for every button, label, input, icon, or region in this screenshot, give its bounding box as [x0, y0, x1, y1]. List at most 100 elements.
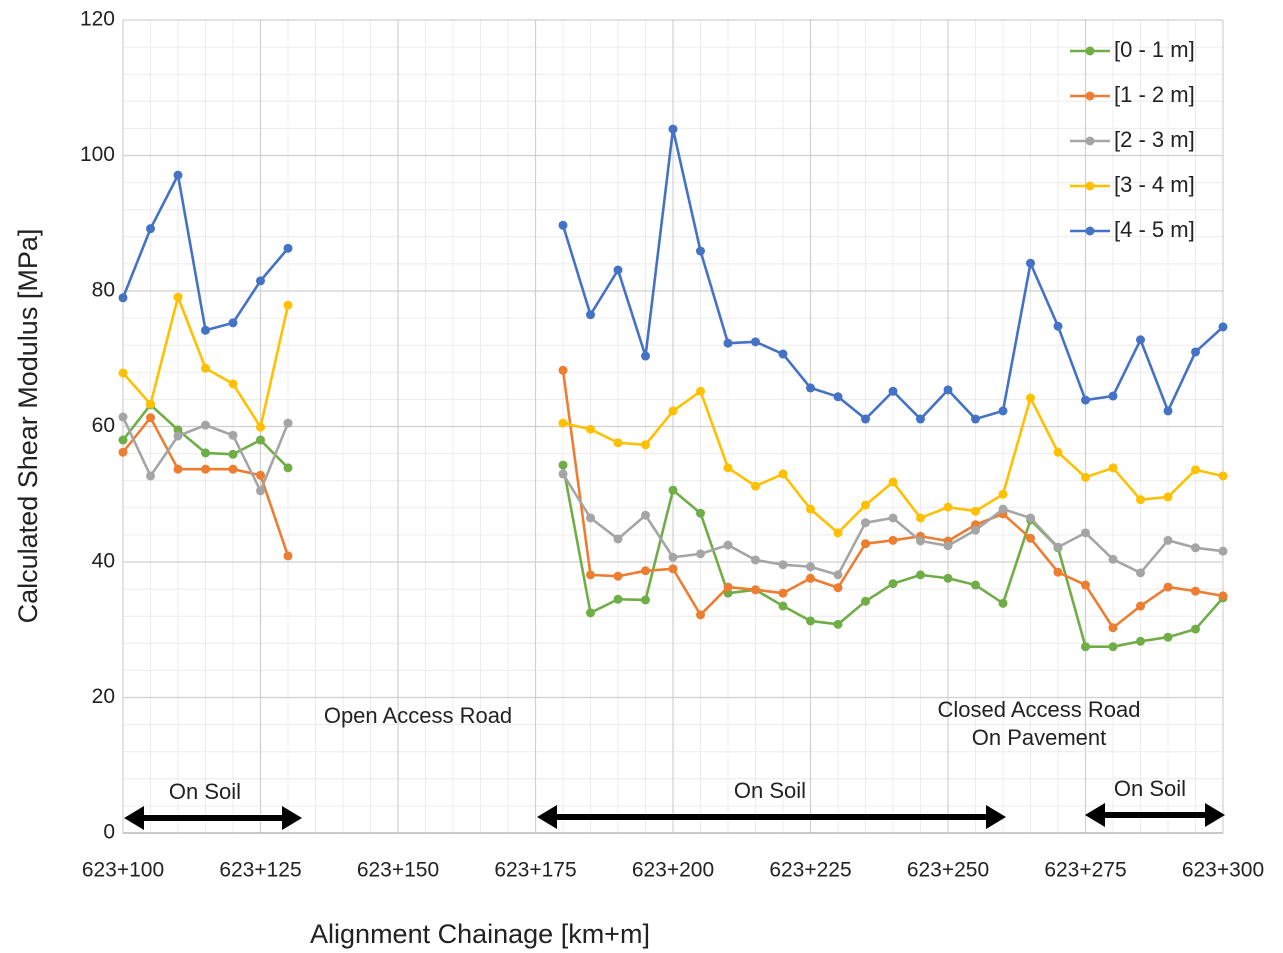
data-point	[778, 588, 788, 598]
data-point	[1136, 601, 1145, 611]
data-point	[1053, 321, 1063, 331]
data-point	[173, 170, 183, 180]
data-point	[173, 292, 183, 302]
y-axis-title: Calculated Shear Modulus [MPa]	[13, 229, 43, 624]
data-point	[586, 570, 595, 580]
data-point	[256, 470, 265, 480]
arrow-head	[282, 806, 302, 830]
data-point	[668, 406, 678, 416]
data-point	[1053, 447, 1063, 457]
data-point	[971, 525, 980, 535]
data-point	[1108, 642, 1118, 652]
data-point	[201, 448, 210, 458]
data-point	[696, 549, 705, 559]
data-point	[641, 595, 650, 605]
data-point	[1081, 642, 1090, 652]
data-point	[916, 570, 925, 580]
data-point	[1026, 533, 1035, 543]
data-point	[943, 502, 953, 512]
legend-label: [1 - 2 m]	[1114, 82, 1195, 107]
x-tick-label: 623+100	[82, 859, 164, 882]
x-tick-label: 623+225	[769, 859, 851, 882]
x-tick-label: 623+300	[1182, 859, 1264, 882]
data-point	[668, 564, 678, 574]
data-point	[833, 570, 843, 580]
data-point	[558, 220, 568, 230]
data-point	[283, 300, 293, 310]
legend-marker	[1085, 181, 1095, 191]
data-point	[1191, 586, 1200, 596]
data-point	[201, 464, 210, 474]
legend-label: [3 - 4 m]	[1114, 172, 1195, 197]
data-point	[1218, 546, 1228, 556]
data-point	[998, 504, 1008, 514]
data-point	[613, 594, 623, 604]
data-point	[118, 293, 128, 303]
data-point	[888, 386, 898, 396]
data-point	[1163, 535, 1173, 545]
data-point	[861, 518, 870, 528]
annotation: On Soil	[734, 778, 806, 803]
data-point	[696, 246, 705, 256]
data-point	[283, 551, 293, 561]
data-point	[558, 418, 568, 428]
data-point	[641, 510, 650, 520]
annotation: On Soil	[169, 779, 241, 804]
data-point	[1081, 472, 1090, 482]
data-point	[861, 500, 870, 510]
data-point	[723, 582, 733, 592]
data-point	[201, 363, 210, 373]
data-point	[558, 469, 568, 479]
data-point	[888, 477, 898, 487]
data-point	[833, 392, 843, 402]
data-point	[751, 337, 760, 347]
data-point	[283, 463, 293, 473]
data-point	[806, 504, 815, 514]
data-point	[1108, 554, 1118, 564]
data-point	[1053, 567, 1063, 577]
annotation: Open Access Road	[324, 703, 512, 728]
data-point	[1218, 591, 1228, 601]
data-point	[586, 424, 595, 434]
data-point	[668, 552, 678, 562]
legend-label: [2 - 3 m]	[1114, 127, 1195, 152]
data-point	[201, 420, 210, 430]
data-point	[806, 616, 815, 626]
data-point	[778, 601, 788, 611]
x-tick-label: 623+125	[219, 859, 301, 882]
data-point	[668, 124, 678, 134]
data-point	[1191, 543, 1200, 553]
data-point	[751, 555, 760, 565]
data-point	[1163, 582, 1173, 592]
data-point	[641, 566, 650, 576]
data-point	[118, 435, 128, 445]
data-point	[201, 325, 210, 335]
data-point	[668, 485, 678, 495]
data-point	[146, 224, 155, 234]
data-point	[558, 365, 568, 375]
data-point	[806, 562, 815, 572]
data-point	[806, 383, 815, 393]
y-tick-label: 120	[80, 8, 115, 31]
data-point	[833, 619, 843, 629]
x-tick-label: 623+200	[632, 859, 714, 882]
data-point	[696, 508, 705, 518]
data-point	[778, 349, 788, 359]
x-tick-label: 623+250	[907, 859, 989, 882]
data-point	[1026, 393, 1035, 403]
data-point	[228, 464, 238, 474]
data-point	[1136, 335, 1145, 345]
data-point	[228, 379, 238, 389]
y-tick-label: 80	[92, 279, 115, 302]
data-point	[283, 243, 293, 253]
data-point	[998, 489, 1008, 499]
data-point	[696, 610, 705, 620]
legend-marker	[1085, 46, 1095, 56]
legend-label: [4 - 5 m]	[1114, 217, 1195, 242]
data-point	[751, 585, 760, 595]
data-point	[916, 414, 925, 424]
data-point	[998, 598, 1008, 608]
data-point	[861, 414, 870, 424]
data-point	[998, 406, 1008, 416]
